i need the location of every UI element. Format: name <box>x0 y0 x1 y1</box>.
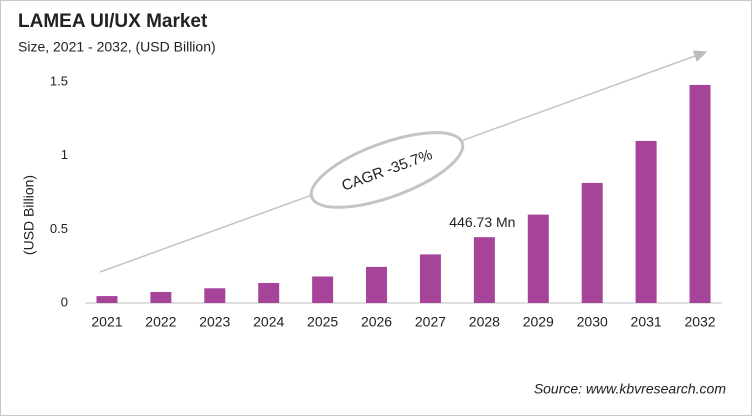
y-tick-label: 1.5 <box>50 73 68 88</box>
y-tick-label: 1 <box>61 147 68 162</box>
y-tick-label: 0.5 <box>50 221 68 236</box>
x-tick-label: 2032 <box>684 314 715 330</box>
value-label: 446.73 Mn <box>449 214 515 230</box>
bar <box>527 214 549 303</box>
cagr-ellipse <box>309 131 465 209</box>
x-tick-label: 2022 <box>145 314 176 330</box>
y-tick-label: 0 <box>61 294 68 309</box>
y-axis-label: (USD Billion) <box>21 175 37 255</box>
cagr-callout: CAGR -35.7% <box>309 131 465 209</box>
bar <box>635 140 657 303</box>
bar <box>419 254 441 303</box>
bar <box>312 276 334 303</box>
x-tick-label: 2027 <box>415 314 446 330</box>
chart-subtitle: Size, 2021 - 2032, (USD Billion) <box>18 39 216 55</box>
bar <box>689 84 711 304</box>
x-tick-label: 2021 <box>91 314 122 330</box>
chart-title: LAMEA UI/UX Market <box>18 11 208 32</box>
x-tick-label: 2031 <box>631 314 662 330</box>
bar <box>150 291 172 303</box>
bar <box>581 182 603 303</box>
x-tick-label: 2023 <box>199 314 230 330</box>
bar <box>366 266 388 303</box>
bar <box>473 237 495 303</box>
x-tick-label: 2026 <box>361 314 392 330</box>
x-tick-label: 2024 <box>253 314 284 330</box>
x-tick-label: 2025 <box>307 314 338 330</box>
x-tick-label: 2029 <box>523 314 554 330</box>
source: Source: www.kbvresearch.com <box>534 381 727 397</box>
bar <box>258 282 280 303</box>
x-tick-label: 2030 <box>577 314 608 330</box>
bar <box>96 296 118 303</box>
x-tick-label: 2028 <box>469 314 500 330</box>
bar <box>204 288 226 303</box>
